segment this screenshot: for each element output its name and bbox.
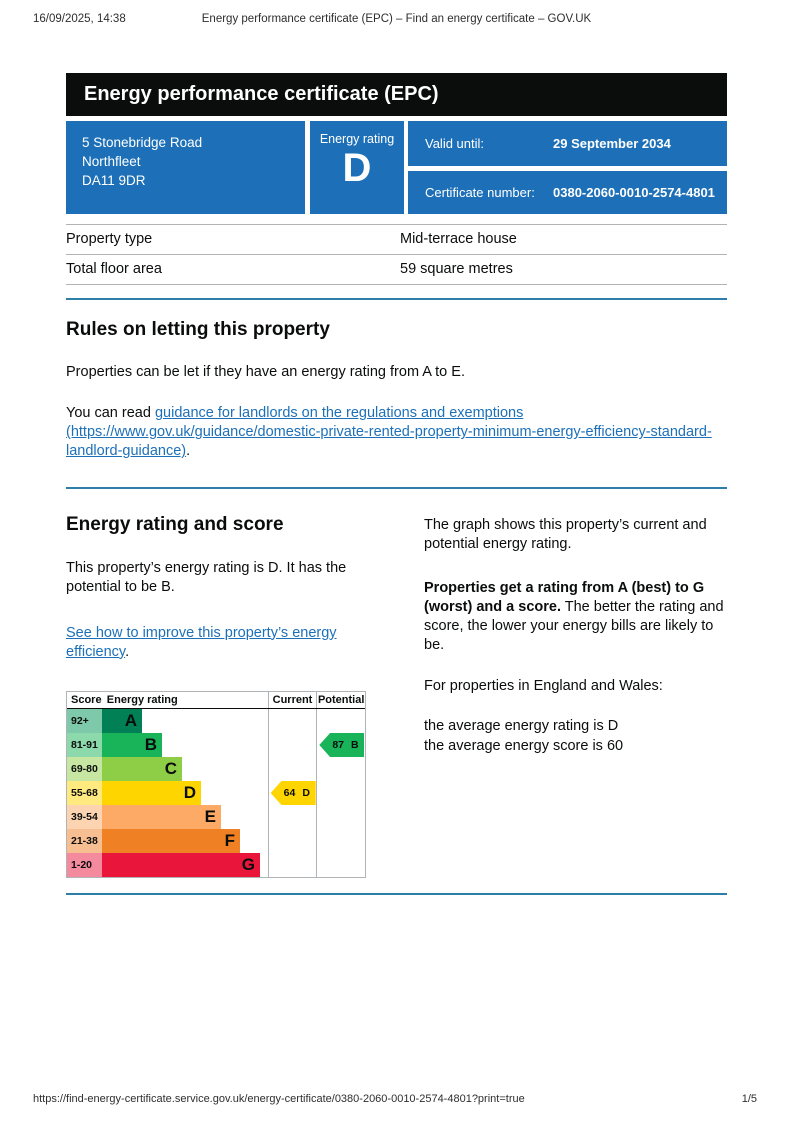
epc-score-range: 55-68 xyxy=(67,781,102,805)
graph-description-paragraph: The graph shows this property’s current … xyxy=(424,516,707,552)
score-column-header: Score xyxy=(71,694,102,706)
browser-print-footer: https://find-energy-certificate.service.… xyxy=(33,1093,757,1105)
epc-band-row-F: 21-38 F xyxy=(67,829,268,853)
epc-band-bar-B: B xyxy=(102,733,162,757)
certificate-number-value: 0380-2060-0010-2574-4801 xyxy=(553,185,715,200)
potential-rating-column: 87 B xyxy=(316,709,365,877)
certificate-number-label: Certificate number: xyxy=(425,185,535,200)
valid-until-label: Valid until: xyxy=(425,136,485,151)
property-details-table: Property type Mid-terrace house Total fl… xyxy=(66,224,727,285)
valid-until-value: 29 September 2034 xyxy=(553,136,671,151)
epc-rating-chart: Score Energy rating Current Potential 92… xyxy=(66,691,366,878)
improve-paragraph: See how to improve this property’s energ… xyxy=(66,624,337,660)
epc-band-bar-F: F xyxy=(102,829,240,853)
epc-band-row-G: 1-20 G xyxy=(67,853,268,877)
browser-print-header: 16/09/2025, 14:38 Energy performance cer… xyxy=(0,13,793,25)
epc-band-bar-A: A xyxy=(102,709,142,733)
property-type-value: Mid-terrace house xyxy=(400,231,517,247)
section-divider xyxy=(66,298,727,300)
energy-rating-and-score-section: Energy rating and score This property’s … xyxy=(66,489,727,879)
epc-band-bar-G: G xyxy=(102,853,260,877)
print-document-title: Energy performance certificate (EPC) – F… xyxy=(201,13,592,25)
table-row: Total floor area 59 square metres xyxy=(66,255,727,285)
energy-rating-value: D xyxy=(342,146,372,190)
section-divider xyxy=(66,486,727,489)
epc-score-range: 1-20 xyxy=(67,853,102,877)
property-type-label: Property type xyxy=(66,231,153,247)
rating-summary-paragraph: This property’s energy rating is D. It h… xyxy=(66,559,347,595)
epc-band-bar-D: D xyxy=(102,781,201,805)
print-footer-url: https://find-energy-certificate.service.… xyxy=(33,1093,525,1105)
energy-rating-column-header: Energy rating xyxy=(106,694,178,706)
epc-band-rows: 92+ A 81-91 B 69-80 C 55-68 D 39-54 E 21-38 F 1-20 G xyxy=(67,709,268,877)
rules-on-letting-section: Rules on letting this property Propertie… xyxy=(66,319,727,462)
rating-score-left-column: Energy rating and score This property’s … xyxy=(66,489,366,878)
property-address: 5 Stonebridge Road Northfleet DA11 9DR xyxy=(66,121,305,214)
epc-band-row-D: 55-68 D xyxy=(67,781,268,805)
epc-band-bar-E: E xyxy=(102,805,221,829)
england-wales-paragraph: For properties in England and Wales: xyxy=(424,678,663,695)
print-footer-page-indicator: 1/5 xyxy=(741,1093,757,1105)
energy-rating-heading: Energy rating and score xyxy=(66,513,284,535)
epc-score-range: 69-80 xyxy=(67,757,102,781)
average-rating-line: the average energy rating is D xyxy=(424,718,619,735)
certificate-summary: 5 Stonebridge Road Northfleet DA11 9DR E… xyxy=(66,121,727,214)
epc-band-bar-C: C xyxy=(102,757,182,781)
averages-paragraph: the average energy rating is D the avera… xyxy=(424,717,727,755)
rules-paragraph-2-suffix: . xyxy=(186,443,191,460)
total-floor-area-value: 59 square metres xyxy=(400,261,513,277)
page-title: Energy performance certificate (EPC) xyxy=(66,73,727,116)
rating-score-right-column: The graph shows this property’s current … xyxy=(424,489,727,879)
total-floor-area-label: Total floor area xyxy=(66,261,162,277)
epc-score-range: 92+ xyxy=(67,709,102,733)
certificate-number-box: Certificate number: 0380-2060-0010-2574-… xyxy=(408,171,727,214)
energy-rating-label: Energy rating xyxy=(319,132,395,146)
epc-score-range: 39-54 xyxy=(67,805,102,829)
certificate-details: Valid until: 29 September 2034 Certifica… xyxy=(408,121,727,214)
epc-score-range: 21-38 xyxy=(67,829,102,853)
print-datetime: 16/09/2025, 14:38 xyxy=(33,13,126,25)
epc-band-row-A: 92+ A xyxy=(67,709,268,733)
landlord-guidance-link[interactable]: guidance for landlords on the regulation… xyxy=(66,405,712,460)
epc-chart-body: 92+ A 81-91 B 69-80 C 55-68 D 39-54 E 21-38 F 1-20 G … xyxy=(67,709,365,877)
epc-score-range: 81-91 xyxy=(67,733,102,757)
epc-band-row-C: 69-80 C xyxy=(67,757,268,781)
rating-explainer-paragraph: Properties get a rating from A (best) to… xyxy=(424,579,724,654)
rules-paragraph-2: You can read guidance for landlords on t… xyxy=(66,404,727,461)
potential-column-header: Potential xyxy=(316,692,365,708)
table-row: Property type Mid-terrace house xyxy=(66,224,727,255)
valid-until-box: Valid until: 29 September 2034 xyxy=(408,121,727,166)
address-line-3: DA11 9DR xyxy=(82,172,146,188)
address-line-2: Northfleet xyxy=(82,153,141,169)
epc-band-row-E: 39-54 E xyxy=(67,805,268,829)
section-divider xyxy=(66,893,727,895)
epc-chart-header: Score Energy rating Current Potential xyxy=(67,692,365,709)
rules-paragraph-1: Properties can be let if they have an en… xyxy=(66,364,465,380)
improve-efficiency-link[interactable]: See how to improve this property’s energ… xyxy=(66,624,337,660)
current-rating-column: 64 D xyxy=(267,709,317,877)
energy-rating-box: Energy rating D xyxy=(310,121,404,214)
current-column-header: Current xyxy=(267,692,317,708)
rules-paragraph-2-prefix: You can read xyxy=(66,405,155,422)
potential-rating-arrow: 87 B xyxy=(319,733,365,757)
rules-heading: Rules on letting this property xyxy=(66,319,330,340)
address-line-1: 5 Stonebridge Road xyxy=(82,135,203,150)
epc-band-row-B: 81-91 B xyxy=(67,733,268,757)
current-rating-arrow: 64 D xyxy=(270,781,316,805)
certificate-page: Energy performance certificate (EPC) 5 S… xyxy=(66,0,727,895)
average-score-line: the average energy score is 60 xyxy=(424,737,624,754)
